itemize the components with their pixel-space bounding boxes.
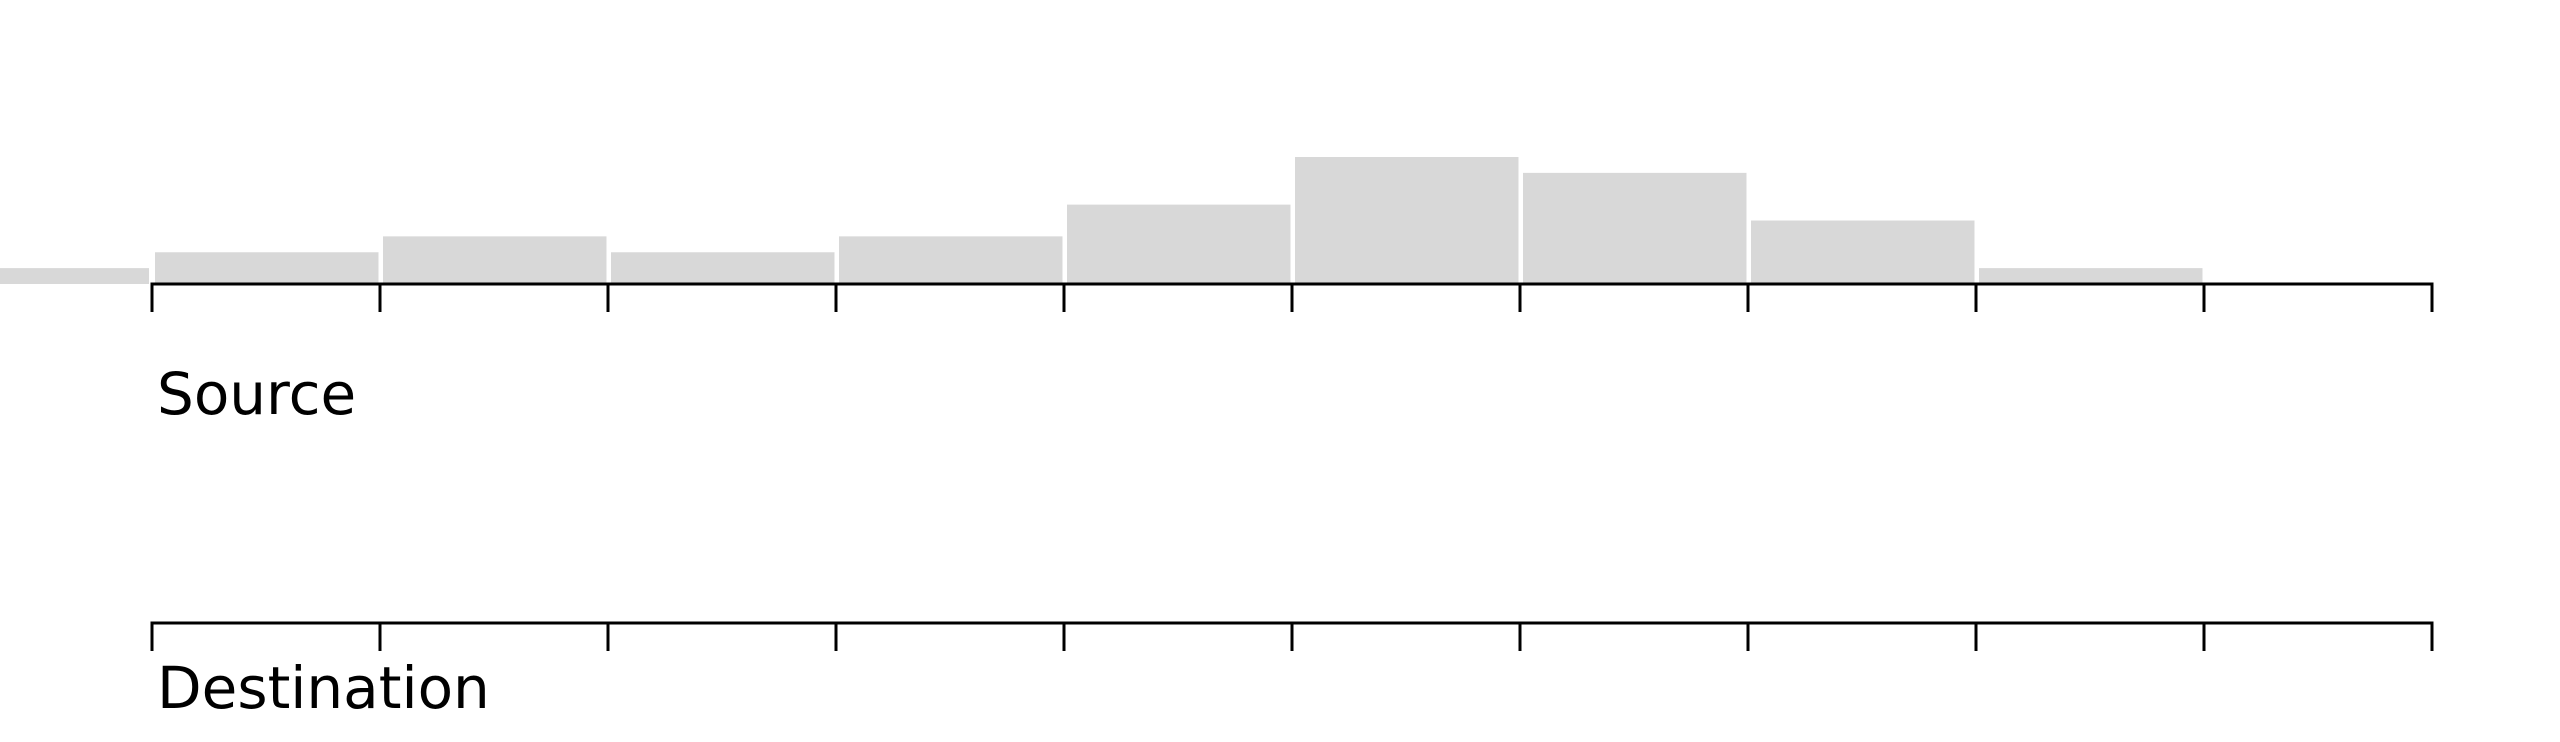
histogram-bar: [1067, 204, 1291, 284]
histogram-bar: [1751, 220, 1975, 284]
histogram-bar: [0, 268, 149, 284]
histogram-bar: [383, 236, 607, 284]
histogram-bar: [1979, 268, 2203, 284]
histogram-bar: [839, 236, 1063, 284]
destination-axis-ticks: [150, 623, 2434, 651]
destination-axis-label: Destination: [157, 654, 490, 722]
source-axis-ticks: [150, 284, 2434, 312]
histogram-bar: [1523, 172, 1747, 284]
histogram-bar: [155, 252, 379, 284]
source-histogram-bars: [0, 157, 2203, 284]
histogram-bar: [611, 252, 835, 284]
source-axis-label: Source: [157, 360, 356, 428]
histogram-bar: [1295, 157, 1519, 284]
source-axis: Source: [150, 282, 2434, 428]
destination-axis: Destination: [150, 621, 2434, 722]
